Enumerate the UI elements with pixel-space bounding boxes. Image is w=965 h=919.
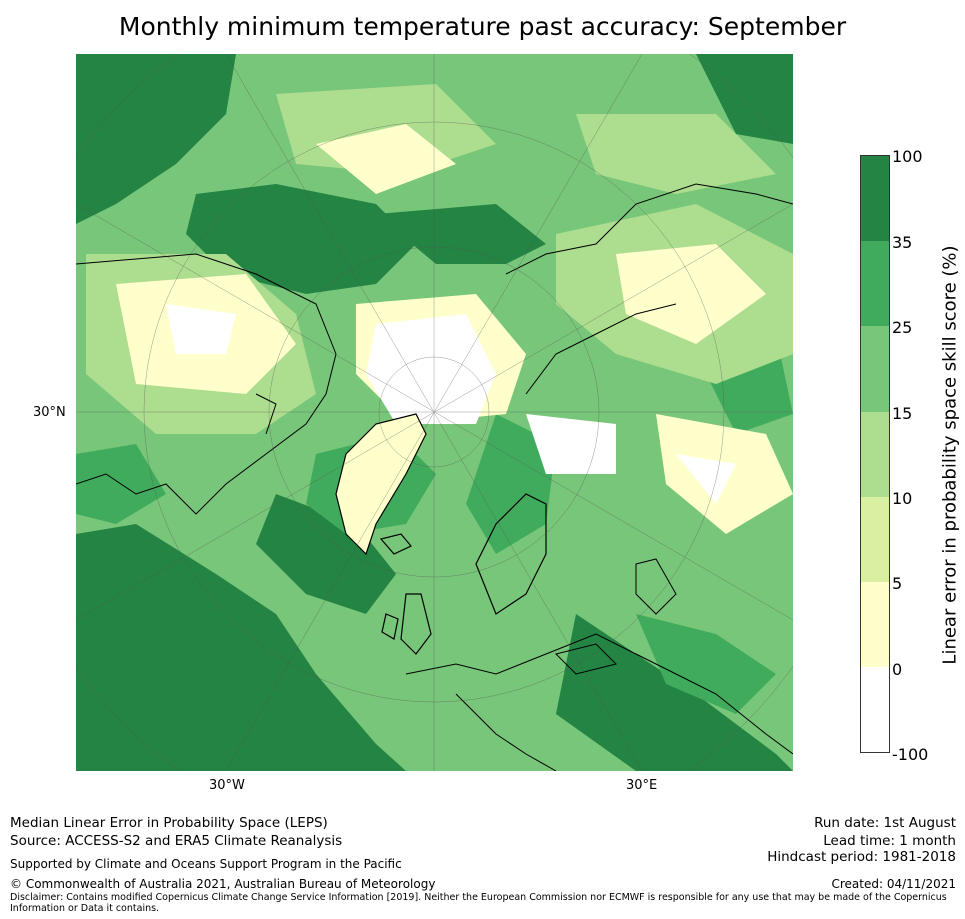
lon-label-30e: 30°E bbox=[626, 778, 658, 793]
colorbar-swatch-neg100-0 bbox=[861, 667, 889, 752]
colorbar-swatch-35-100 bbox=[861, 156, 889, 242]
footer-disclaimer: Disclaimer: Contains modified Copernicus… bbox=[10, 892, 947, 914]
polar-skill-map bbox=[76, 54, 793, 771]
colorbar-tick: 35 bbox=[892, 233, 913, 252]
footer-supported: Supported by Climate and Oceans Support … bbox=[10, 857, 402, 871]
footer-copyright: © Commonwealth of Australia 2021, Austra… bbox=[10, 877, 436, 891]
colorbar-tick: 10 bbox=[892, 489, 913, 508]
map-svg bbox=[76, 54, 793, 771]
footer-lead-time: Lead time: 1 month bbox=[823, 833, 956, 849]
british-isles-outline bbox=[381, 593, 432, 655]
colorbar bbox=[860, 155, 890, 753]
black-sea-outline bbox=[555, 643, 617, 675]
colorbar-tick: 5 bbox=[892, 574, 903, 593]
footer-source: Source: ACCESS-S2 and ERA5 Climate Reana… bbox=[10, 833, 343, 849]
colorbar-swatch-25-35 bbox=[861, 241, 889, 327]
colorbar-swatch-15-25 bbox=[861, 326, 889, 412]
greenland-outline bbox=[335, 413, 427, 556]
colorbar-tick: -100 bbox=[892, 745, 929, 764]
colorbar-swatch-5-10 bbox=[861, 496, 889, 583]
lon-label-30w: 30°W bbox=[209, 778, 245, 793]
lat-label-30n: 30°N bbox=[33, 405, 66, 420]
skill-region-dark bbox=[76, 54, 793, 771]
europe-coastline bbox=[405, 633, 793, 771]
chart-title: Monthly minimum temperature past accurac… bbox=[118, 12, 847, 41]
footer-method: Median Linear Error in Probability Space… bbox=[10, 815, 328, 831]
scandinavia-outline bbox=[475, 493, 547, 615]
colorbar-tick: 25 bbox=[892, 318, 913, 337]
footer-hindcast: Hindcast period: 1981-2018 bbox=[767, 849, 956, 865]
colorbar-tick: 100 bbox=[892, 147, 923, 166]
caspian-sea-outline bbox=[635, 558, 677, 615]
colorbar-label: Linear error in probability space skill … bbox=[939, 245, 961, 665]
colorbar-tick: 15 bbox=[892, 404, 913, 423]
iceland-outline bbox=[379, 533, 412, 555]
colorbar-tick: 0 bbox=[892, 660, 903, 679]
graticule bbox=[76, 54, 793, 771]
colorbar-swatch-0-5 bbox=[861, 582, 889, 668]
footer-run-date: Run date: 1st August bbox=[814, 815, 956, 831]
footer-created: Created: 04/11/2021 bbox=[831, 877, 956, 891]
colorbar-swatch-10-15 bbox=[861, 411, 889, 497]
